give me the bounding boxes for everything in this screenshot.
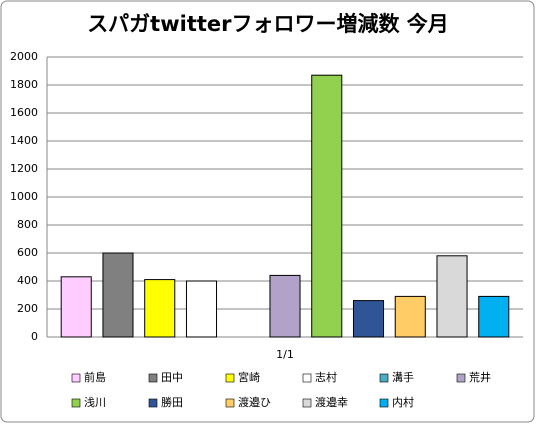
legend-swatch [302,398,312,408]
y-tick-label: 1000 [10,190,38,203]
x-tick-label: 1/1 [276,348,294,361]
legend-swatch [379,398,389,408]
bar [144,279,176,338]
legend-label: 勝田 [161,395,183,409]
bar [60,276,92,338]
legend-label: 浅川 [84,396,106,409]
y-tick-label: 400 [17,274,38,287]
y-tick-label: 1400 [10,134,38,147]
legend-swatch [148,398,158,408]
legend-label: 荒井 [469,370,491,384]
chart-title: スパガtwitterフォロワー増減数 今月 [87,12,449,36]
legend-label: 内村 [392,395,414,409]
legend-swatch [148,373,158,383]
legend-label: 渡邉幸 [315,395,348,409]
legend-label: 志村 [315,370,337,384]
bar [102,252,134,338]
y-tick-label: 600 [17,246,38,259]
legend-label: 宮崎 [238,370,260,384]
y-tick-label: 800 [17,218,38,231]
y-tick-label: 0 [31,330,38,343]
legend-swatch [225,373,235,383]
legend-swatch [379,373,389,383]
y-tick-label: 1800 [10,78,38,91]
legend-label: 渡邉ひ [238,395,271,409]
bar [352,300,385,338]
bar [394,295,426,338]
bar [185,280,218,338]
legend-label: 前島 [84,370,106,384]
y-tick-label: 1600 [10,106,38,119]
bar [436,255,468,338]
legend-swatch [456,373,466,383]
bar [311,74,343,338]
bar [269,274,301,338]
bar [478,295,510,338]
legend-swatch [302,373,312,383]
legend-swatch [71,398,81,408]
y-tick-label: 1200 [10,162,38,175]
y-tick-label: 2000 [10,50,38,63]
legend-swatch [71,373,81,383]
legend-swatch [225,398,235,408]
legend-label: 溝手 [392,370,414,384]
legend-label: 田中 [161,371,183,384]
y-tick-label: 200 [17,302,38,315]
